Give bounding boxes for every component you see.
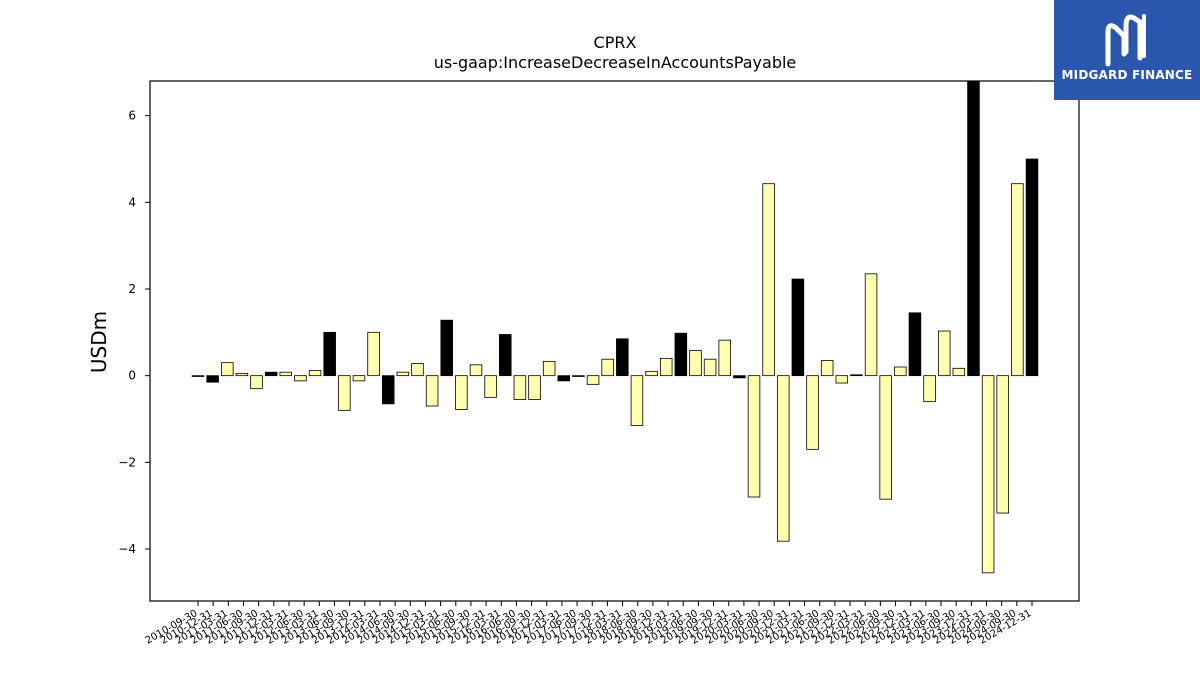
bar-2017-12-31	[616, 338, 629, 377]
bar-2013-03-31	[338, 375, 351, 411]
midgard-logo-icon	[1105, 14, 1146, 67]
bar-2016-09-30	[542, 360, 556, 377]
bar-2015-06-30	[469, 364, 483, 377]
y-tick-label: 4	[128, 195, 136, 209]
bar-2013-09-30	[367, 331, 380, 377]
bar-2020-03-31	[747, 375, 761, 498]
bar-2014-06-30	[411, 363, 424, 377]
y-tick-label: 2	[128, 282, 136, 296]
bar-2023-06-30	[937, 330, 951, 377]
bar-2020-06-30	[762, 183, 775, 377]
bar-2012-12-31	[323, 331, 336, 377]
bar-2011-03-31	[221, 362, 234, 377]
y-tick-label: 6	[128, 109, 136, 123]
y-tick-label: 0	[128, 369, 136, 383]
bar-2022-09-30	[894, 366, 907, 377]
chart-title: CPRX	[594, 33, 637, 52]
bar-2023-12-31	[967, 80, 980, 377]
bar-2012-03-31	[279, 371, 293, 377]
bar-2019-09-30	[718, 339, 731, 377]
bar-2016-03-31	[513, 375, 527, 400]
bar-2020-12-31	[791, 278, 805, 377]
chart-subtitle: us-gaap:IncreaseDecreaseInAccountsPayabl…	[434, 53, 797, 72]
bar-2024-12-31	[1025, 158, 1039, 377]
bar-2019-06-30	[703, 358, 717, 377]
bar-2016-12-31	[557, 375, 571, 382]
bar-2024-06-30	[996, 375, 1009, 514]
bar-2013-12-31	[381, 375, 395, 405]
bar-2015-03-31	[455, 375, 468, 410]
bar-2014-03-31	[396, 371, 410, 377]
brand-name: MIDGARD FINANCE	[1061, 68, 1193, 82]
bar-2022-12-31	[908, 312, 922, 377]
bar-2017-03-31	[572, 375, 585, 377]
bar-2021-06-30	[820, 360, 834, 377]
bar-2015-12-31	[499, 334, 512, 377]
bar-2022-03-31	[864, 273, 878, 377]
bar-2012-06-30	[294, 375, 307, 382]
bar-2011-09-30	[250, 375, 263, 390]
y-axis-label: USDm	[87, 311, 111, 373]
bar-2022-06-30	[879, 375, 892, 500]
bar-2021-12-31	[850, 374, 863, 377]
bar-series	[191, 80, 1039, 574]
plot-frame	[149, 80, 1080, 602]
bar-2013-06-30	[352, 375, 366, 382]
brand-logo: MIDGARD FINANCE	[1054, 0, 1200, 100]
bar-2020-09-30	[777, 375, 790, 542]
bar-2011-06-30	[235, 373, 249, 377]
bar-2023-09-30	[952, 367, 966, 377]
bar-2024-09-30	[1011, 183, 1024, 377]
bar-2011-12-31	[264, 371, 278, 377]
bar-2015-09-30	[484, 375, 497, 398]
bar-2018-03-31	[630, 375, 644, 426]
bar-2016-06-30	[528, 375, 541, 400]
bar-2019-12-31	[733, 375, 746, 379]
bar-2014-09-30	[425, 375, 439, 407]
bar-2019-03-31	[689, 350, 702, 377]
bar-2023-03-31	[923, 375, 936, 403]
bar-2021-09-30	[835, 375, 849, 384]
y-axis: −4 −2 0 2 4 6	[118, 109, 150, 556]
bar-2017-06-30	[586, 375, 600, 385]
y-tick-label: −2	[118, 455, 136, 469]
bar-2018-06-30	[645, 370, 658, 377]
bar-2024-03-31	[981, 375, 995, 574]
bar-2018-09-30	[659, 357, 673, 377]
bar-2014-12-31	[440, 319, 453, 377]
bar-2017-09-30	[601, 358, 614, 377]
x-axis: 2010-09-302010-12-312011-03-312011-06-30…	[144, 601, 1034, 647]
bar-2018-12-31	[674, 332, 688, 377]
bar-2012-09-30	[308, 370, 322, 377]
bar-2010-09-30	[191, 375, 205, 377]
y-tick-label: −4	[118, 542, 136, 556]
bar-2010-12-31	[206, 375, 219, 383]
bar-2021-03-31	[806, 375, 819, 450]
